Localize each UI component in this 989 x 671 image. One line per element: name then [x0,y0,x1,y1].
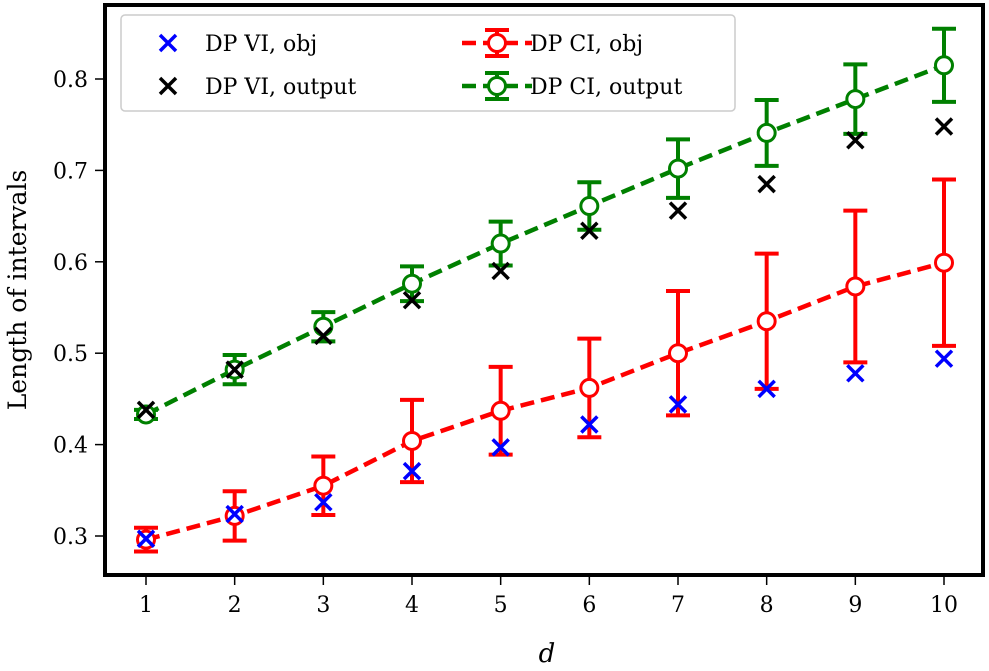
data-point [756,311,777,332]
data-point [757,174,776,194]
legend-box [120,14,736,112]
data-point [314,492,333,512]
data-point [402,273,422,294]
data-point [313,475,334,496]
data-point [668,158,688,179]
legend-label: DP CI, output [530,75,682,100]
data-point [845,89,866,110]
legend-label: DP VI, output [205,75,357,100]
x-tick-label: 7 [671,593,685,618]
data-point [668,395,688,414]
y-tick-label: 0.8 [53,68,88,93]
y-tick-label: 0.5 [53,342,88,367]
data-point [668,201,688,220]
legend: DP VI, obj DP VI, output DP CI, obj DP CI, … [120,14,736,112]
data-point [225,360,244,379]
series-line [145,260,945,542]
x-tick-label: 6 [582,593,596,618]
x-axis-label: d [539,639,556,666]
x-tick-label: 4 [405,593,419,618]
data-point [225,504,244,524]
legend-marker [158,76,178,96]
data-point [490,233,511,254]
x-tick-label: 2 [228,593,242,618]
y-tick-label: 0.4 [53,434,88,459]
data-point [580,221,599,240]
data-point [756,122,777,143]
data-point [491,261,510,281]
data-point [934,252,954,273]
data-point [579,196,600,217]
data-point [402,290,422,310]
x-tick-label: 8 [760,593,774,618]
series-2 [134,177,956,554]
data-point [845,276,866,297]
y-tick-label: 0.3 [53,525,88,550]
legend-marker [487,33,507,53]
x-tick-label: 9 [848,593,862,618]
y-axis-label: Length of intervals [3,170,32,411]
data-point [314,326,333,346]
data-point [580,415,599,434]
data-marks [134,26,956,554]
series-0 [136,349,954,548]
y-tick-label: 0.6 [53,251,88,276]
data-point [934,349,954,368]
data-point [136,400,156,420]
data-point [846,131,865,150]
data-point [668,343,688,364]
data-point [402,430,422,451]
legend-marker [487,76,507,96]
series-1 [136,117,954,420]
data-point [313,316,334,337]
data-point [846,364,865,383]
series-line [144,63,945,417]
legend-marker [158,33,178,53]
y-tick-label: 0.7 [53,159,88,184]
data-point [136,404,156,425]
data-point [934,117,954,136]
x-tick-label: 5 [494,593,508,618]
x-tick-label: 10 [930,593,958,618]
data-point [579,377,600,398]
data-point [490,400,511,421]
axes: 1 2 3 4 5 6 7 8 9 10 0.3 0.4 0.5 0.6 0.7 0.8 [53,68,958,618]
legend-label: DP CI, obj [530,32,643,57]
data-point [757,379,776,399]
x-tick-label: 1 [139,593,153,618]
x-tick-label: 3 [316,593,330,618]
data-point [136,529,156,548]
legend-label: DP VI, obj [205,32,317,57]
data-point [402,461,422,481]
data-point [934,55,954,76]
data-point [491,438,510,457]
